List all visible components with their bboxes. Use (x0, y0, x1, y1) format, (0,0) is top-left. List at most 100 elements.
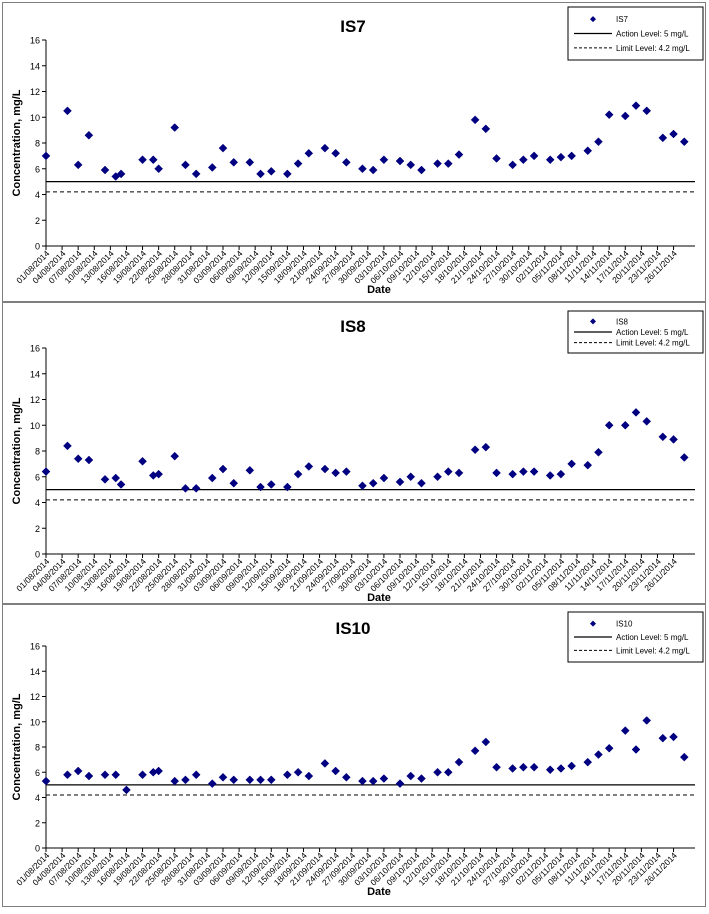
data-point (470, 746, 480, 756)
x-axis-title: Date (367, 886, 391, 898)
data-point (229, 478, 239, 488)
data-point (508, 160, 517, 170)
data-point (443, 467, 453, 476)
data-point (331, 766, 340, 776)
data-point (331, 468, 340, 478)
data-point (111, 770, 121, 780)
data-point (454, 468, 464, 478)
data-point (170, 451, 180, 461)
data-point (73, 766, 83, 776)
data-point (545, 155, 555, 165)
data-point (148, 155, 158, 165)
data-point (642, 106, 652, 116)
data-point (433, 767, 442, 777)
y-tick-label: 2 (35, 524, 40, 534)
data-point (545, 765, 555, 775)
data-point (631, 745, 641, 754)
y-tick-label: 2 (35, 818, 40, 828)
data-point (406, 771, 416, 781)
data-point (342, 157, 351, 167)
chart-panel-is8: IS8024681012141601/08/201404/08/201407/0… (2, 302, 706, 604)
data-point (63, 770, 72, 780)
data-point (218, 143, 228, 153)
data-point (266, 480, 276, 489)
y-tick-label: 10 (30, 717, 40, 727)
data-point (519, 155, 528, 165)
data-point (293, 159, 303, 168)
y-axis-title: Concentration, mg/L (11, 693, 23, 800)
data-point (583, 757, 593, 767)
data-point (519, 467, 528, 476)
data-point (556, 469, 566, 479)
data-point (492, 468, 501, 478)
data-point (116, 169, 126, 179)
data-point (604, 110, 614, 120)
y-axis-title: Concentration, mg/L (11, 397, 23, 504)
data-point (100, 474, 110, 484)
data-point (170, 123, 180, 132)
y-tick-label: 16 (30, 642, 40, 652)
y-tick-label: 8 (35, 447, 40, 457)
data-point (481, 442, 491, 452)
data-point (181, 483, 190, 493)
data-point (433, 472, 442, 482)
data-point (229, 775, 239, 785)
y-tick-label: 16 (30, 344, 40, 354)
data-point (342, 772, 351, 782)
data-point (594, 750, 603, 759)
data-point (111, 473, 121, 483)
data-point (283, 770, 292, 780)
data-point (266, 166, 276, 176)
data-point (481, 737, 491, 747)
data-point (73, 160, 83, 170)
data-point (283, 169, 292, 179)
data-point (207, 163, 217, 172)
y-tick-label: 14 (30, 369, 40, 379)
data-point (218, 464, 228, 474)
y-tick-label: 4 (35, 190, 40, 200)
data-point (84, 455, 94, 465)
data-point (304, 148, 314, 158)
data-point (470, 445, 480, 455)
y-tick-label: 0 (35, 844, 40, 854)
data-point (41, 776, 51, 786)
data-point (669, 129, 678, 139)
data-point (138, 155, 147, 165)
data-point (642, 716, 652, 725)
chart-title: IS10 (336, 619, 371, 638)
data-point (679, 752, 689, 762)
data-point (304, 462, 314, 471)
legend-limit-label: Limit Level: 4.2 mg/L (616, 339, 690, 348)
data-point (379, 774, 389, 783)
data-point (604, 420, 614, 430)
data-point (679, 453, 689, 462)
data-point (293, 469, 303, 479)
y-tick-label: 12 (30, 87, 40, 97)
data-point (256, 169, 265, 179)
y-axis-title: Concentration, mg/L (11, 89, 23, 196)
data-point (320, 143, 330, 153)
chart-panel-is10: IS10024681012141601/08/201404/08/201407/… (2, 604, 706, 907)
data-point (138, 456, 147, 466)
data-point (556, 152, 566, 162)
x-axis-title: Date (367, 284, 391, 296)
data-point (620, 111, 630, 121)
data-point (583, 460, 593, 470)
data-point (492, 762, 501, 772)
data-point (320, 464, 330, 474)
y-tick-label: 14 (30, 667, 40, 677)
legend-action-label: Action Level: 5 mg/L (616, 328, 689, 337)
data-point (470, 115, 480, 125)
data-point (229, 157, 239, 167)
y-tick-label: 6 (35, 164, 40, 174)
data-point (100, 165, 110, 175)
data-point (481, 124, 491, 134)
data-point (154, 469, 163, 479)
data-point (63, 441, 72, 451)
data-point (454, 757, 464, 767)
data-point (41, 467, 51, 476)
chart-title: IS8 (340, 317, 366, 336)
chart-panel-is7: IS7024681012141601/08/201404/08/201407/0… (2, 2, 706, 302)
data-point (245, 775, 255, 785)
